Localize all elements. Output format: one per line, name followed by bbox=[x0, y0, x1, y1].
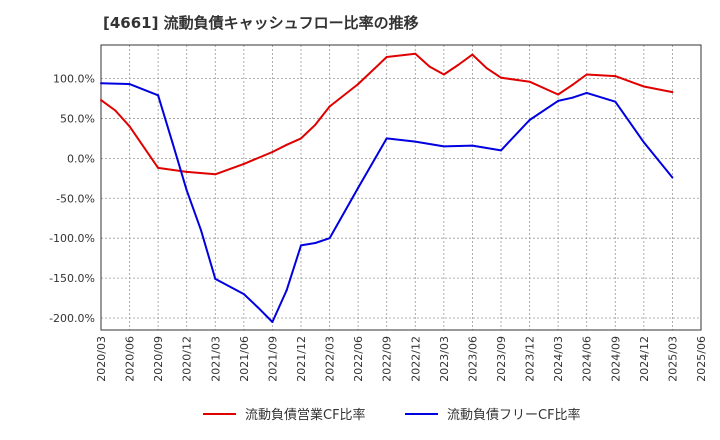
series-2-point bbox=[357, 186, 360, 189]
series-1-point bbox=[457, 64, 460, 66]
series-2-point bbox=[642, 141, 645, 144]
series-2-point bbox=[285, 289, 288, 292]
x-tick-label: 2022/09 bbox=[381, 336, 394, 382]
series-1-point bbox=[328, 105, 331, 108]
series-2-point bbox=[242, 293, 245, 296]
x-tick-label: 2021/03 bbox=[209, 336, 222, 382]
x-tick-label: 2023/03 bbox=[438, 336, 451, 382]
series-2-point bbox=[385, 137, 388, 140]
x-tick-label: 2021/09 bbox=[266, 336, 279, 382]
series-1-point bbox=[214, 173, 217, 176]
series-2-point bbox=[171, 141, 174, 144]
y-tick-label: -200.0% bbox=[49, 312, 95, 325]
legend-label-1: 流動負債営業CF比率 bbox=[245, 407, 366, 423]
series-1-point bbox=[557, 93, 560, 96]
series-1-point bbox=[314, 123, 317, 126]
series-1-point bbox=[414, 52, 417, 55]
x-tick-label: 2020/03 bbox=[95, 336, 108, 382]
series-line-1 bbox=[100, 52, 673, 176]
x-tick-label: 2023/12 bbox=[524, 336, 537, 382]
series-2-point bbox=[557, 99, 560, 102]
x-tick-label: 2024/12 bbox=[638, 336, 651, 382]
series-1-point bbox=[271, 151, 274, 153]
series-2-point bbox=[442, 145, 445, 148]
series-1-point bbox=[242, 162, 245, 165]
series-1-point bbox=[500, 76, 502, 79]
plot-frame bbox=[100, 44, 702, 331]
series-1-point bbox=[385, 56, 388, 58]
series-2-point bbox=[271, 321, 274, 323]
series-1-point bbox=[442, 73, 445, 76]
series-2-point bbox=[414, 140, 417, 143]
x-tick-label: 2022/06 bbox=[352, 336, 365, 382]
series-2-point bbox=[671, 176, 674, 179]
y-tick-label: -50.0% bbox=[56, 192, 95, 205]
series-1-point bbox=[157, 166, 160, 169]
x-tick-label: 2020/09 bbox=[152, 336, 165, 382]
series-2-point bbox=[471, 144, 474, 147]
series-2-point bbox=[128, 83, 131, 86]
series-1-point bbox=[357, 83, 360, 86]
y-tick-label: -150.0% bbox=[49, 272, 95, 285]
y-tick-label: 50.0% bbox=[60, 112, 95, 125]
series-1-point bbox=[428, 65, 431, 68]
series-2-point bbox=[528, 119, 531, 121]
series-1-point bbox=[614, 75, 617, 78]
series-1-point bbox=[185, 170, 188, 173]
y-tick-label: -100.0% bbox=[49, 232, 95, 245]
series-1-point bbox=[300, 137, 302, 140]
x-tick-label: 2025/03 bbox=[666, 336, 679, 382]
x-tick-label: 2020/06 bbox=[124, 336, 137, 382]
series-1-point bbox=[585, 73, 588, 76]
x-tick-label: 2025/06 bbox=[695, 336, 708, 382]
series-1-point bbox=[285, 143, 288, 146]
series-2-point bbox=[200, 229, 202, 232]
legend-label-2: 流動負債フリーCF比率 bbox=[447, 407, 581, 423]
series-1-point bbox=[671, 91, 674, 94]
series-2-point bbox=[614, 100, 617, 103]
x-tick-label: 2021/12 bbox=[295, 336, 308, 382]
y-tick-label: 0.0% bbox=[67, 152, 95, 165]
series-1-point bbox=[485, 67, 488, 70]
x-tick-label: 2024/06 bbox=[581, 336, 594, 382]
x-tick-label: 2022/03 bbox=[324, 336, 337, 382]
series-1-point bbox=[100, 99, 102, 102]
x-tick-label: 2024/09 bbox=[609, 336, 622, 382]
series-2-point bbox=[300, 244, 302, 247]
chart-title: [4661] 流動負債キャッシュフロー比率の推移 bbox=[103, 14, 419, 32]
x-tick-label: 2023/09 bbox=[495, 336, 508, 382]
series-1-point bbox=[471, 53, 474, 56]
series-1-point bbox=[642, 85, 645, 88]
x-tick-label: 2024/03 bbox=[552, 336, 565, 382]
series-1-point bbox=[528, 80, 531, 83]
x-tick-label: 2022/12 bbox=[409, 336, 422, 382]
series-2-point bbox=[328, 237, 331, 240]
y-tick-label: 100.0% bbox=[53, 73, 95, 86]
series-1-point bbox=[114, 109, 117, 112]
series-2-point bbox=[100, 82, 102, 85]
series-2-point bbox=[314, 242, 317, 244]
series-2-point bbox=[571, 96, 574, 99]
series-2-point bbox=[185, 189, 188, 192]
plot-area bbox=[101, 45, 701, 330]
series-1-point bbox=[128, 125, 131, 128]
series-1-point bbox=[571, 83, 574, 86]
series-2-point bbox=[500, 149, 502, 152]
series-2-point bbox=[585, 91, 588, 94]
x-tick-label: 2023/06 bbox=[466, 336, 479, 382]
series-2-point bbox=[257, 306, 260, 309]
x-tick-label: 2020/12 bbox=[181, 336, 194, 382]
series-2-point bbox=[157, 94, 160, 97]
series-2-point bbox=[214, 277, 217, 280]
x-tick-label: 2021/06 bbox=[238, 336, 251, 382]
